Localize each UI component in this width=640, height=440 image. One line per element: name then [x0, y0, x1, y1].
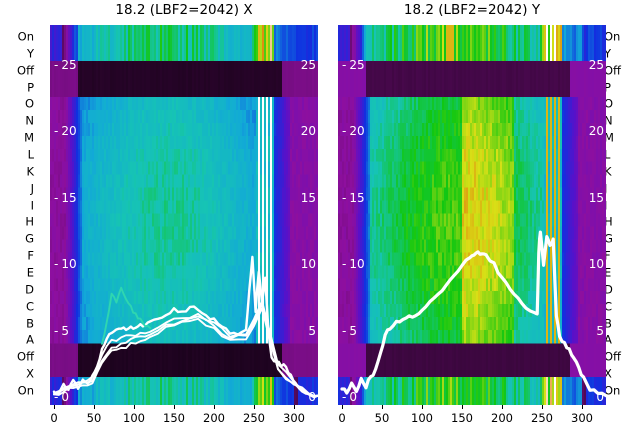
x-axis-panel-x: 0 50 100 150 200 250 300: [50, 405, 318, 439]
x-tick-label: 100: [123, 411, 145, 425]
category-tick-left-3: P: [27, 79, 34, 94]
category-tick-right-12: G: [604, 231, 613, 246]
x-tick-mark: [422, 405, 423, 409]
category-tick-left-20: X: [26, 366, 34, 381]
x-tick-label: 150: [451, 411, 473, 425]
spectrogram-panel-y[interactable]: -25-20-15-10-5-0 25 20 15 10 5 0: [338, 25, 606, 405]
category-tick-right-3: P: [604, 79, 611, 94]
x-tick-label: 200: [203, 411, 225, 425]
category-tick-right-16: C: [604, 298, 613, 313]
x-tick-label: 100: [411, 411, 433, 425]
x-tick-mark: [582, 405, 583, 409]
category-tick-right-19: Off: [604, 349, 621, 364]
x-tick-label: 200: [491, 411, 513, 425]
category-tick-right-5: N: [604, 113, 613, 128]
category-tick-right-7: L: [604, 147, 611, 162]
category-tick-right-4: O: [604, 96, 614, 111]
x-tick-mark: [342, 405, 343, 409]
x-tick-mark: [94, 405, 95, 409]
category-tick-left-5: N: [25, 113, 34, 128]
category-tick-left-8: K: [26, 164, 34, 179]
x-tick-mark: [542, 405, 543, 409]
category-tick-right-18: A: [604, 332, 612, 347]
category-tick-right-13: F: [604, 248, 611, 263]
x-tick-mark: [134, 405, 135, 409]
x-tick-label: 0: [50, 411, 58, 425]
category-tick-left-12: G: [25, 231, 34, 246]
x-tick-mark: [382, 405, 383, 409]
category-tick-right-9: J: [604, 182, 638, 195]
category-axis-left: On Y Off P O N M L K J I H G F E D C B A Off X On: [4, 25, 38, 405]
spectrogram-panel-x[interactable]: -25-20-15-10-5-0 25 20 15 10 5 0: [50, 25, 318, 405]
category-tick-right-8: K: [604, 164, 612, 179]
category-tick-right-14: E: [604, 265, 612, 280]
category-tick-left-13: F: [27, 248, 34, 263]
trace-overlay-y: [340, 230, 606, 398]
category-tick-right-6: M: [604, 130, 614, 145]
category-tick-left-7: L: [27, 147, 34, 162]
trace-overlay-x: [52, 255, 318, 399]
category-tick-left-4: O: [24, 96, 34, 111]
trace-y-0: [340, 230, 606, 398]
category-tick-left-2: Off: [17, 62, 34, 77]
category-tick-left-21: On: [17, 383, 34, 398]
category-tick-right-1: Y: [604, 46, 612, 61]
x-tick-mark: [294, 405, 295, 409]
category-tick-left-16: C: [25, 298, 34, 313]
x-tick-mark: [174, 405, 175, 409]
category-tick-left-14: E: [26, 265, 34, 280]
x-tick-label: 150: [163, 411, 185, 425]
x-tick-label: 250: [531, 411, 553, 425]
heatmap-image-x: [50, 25, 318, 405]
category-tick-left-11: H: [25, 214, 34, 229]
category-tick-left-9: J: [30, 180, 34, 195]
category-tick-left-18: A: [26, 332, 34, 347]
category-tick-left-0: On: [17, 29, 34, 44]
category-tick-right-0: On: [604, 29, 621, 44]
category-tick-left-17: B: [26, 315, 34, 330]
category-tick-right-2: Off: [604, 62, 621, 77]
x-tick-mark: [254, 405, 255, 409]
x-tick-label: 250: [243, 411, 265, 425]
x-tick-label: 50: [86, 411, 102, 425]
x-tick-mark: [54, 405, 55, 409]
trace-x-1: [53, 300, 318, 398]
category-tick-right-10: I: [604, 199, 638, 212]
x-tick-label: 0: [338, 411, 346, 425]
category-tick-left-19: Off: [17, 349, 34, 364]
category-tick-left-6: M: [24, 130, 34, 145]
category-tick-right-21: On: [604, 383, 621, 398]
trace-x-4: [101, 286, 151, 345]
x-tick-mark: [214, 405, 215, 409]
x-tick-mark: [462, 405, 463, 409]
category-tick-right-20: X: [604, 366, 612, 381]
category-tick-right-15: D: [604, 282, 613, 297]
category-tick-right-11: H: [604, 214, 613, 229]
category-tick-left-15: D: [25, 282, 34, 297]
x-axis-panel-y: 0 50 100 150 200 250 300: [338, 405, 606, 439]
x-tick-label: 300: [571, 411, 593, 425]
category-tick-right-17: B: [604, 315, 612, 330]
x-tick-label: 300: [283, 411, 305, 425]
x-tick-label: 50: [374, 411, 390, 425]
trace-x-3: [53, 307, 318, 399]
panel-title-x: 18.2 (LBF2=2042) X: [115, 2, 253, 18]
category-tick-left-10: I: [30, 197, 34, 212]
panel-title-y: 18.2 (LBF2=2042) Y: [403, 2, 541, 18]
x-tick-mark: [502, 405, 503, 409]
heatmap-image-y: [338, 25, 606, 405]
category-tick-left-1: Y: [26, 46, 34, 61]
